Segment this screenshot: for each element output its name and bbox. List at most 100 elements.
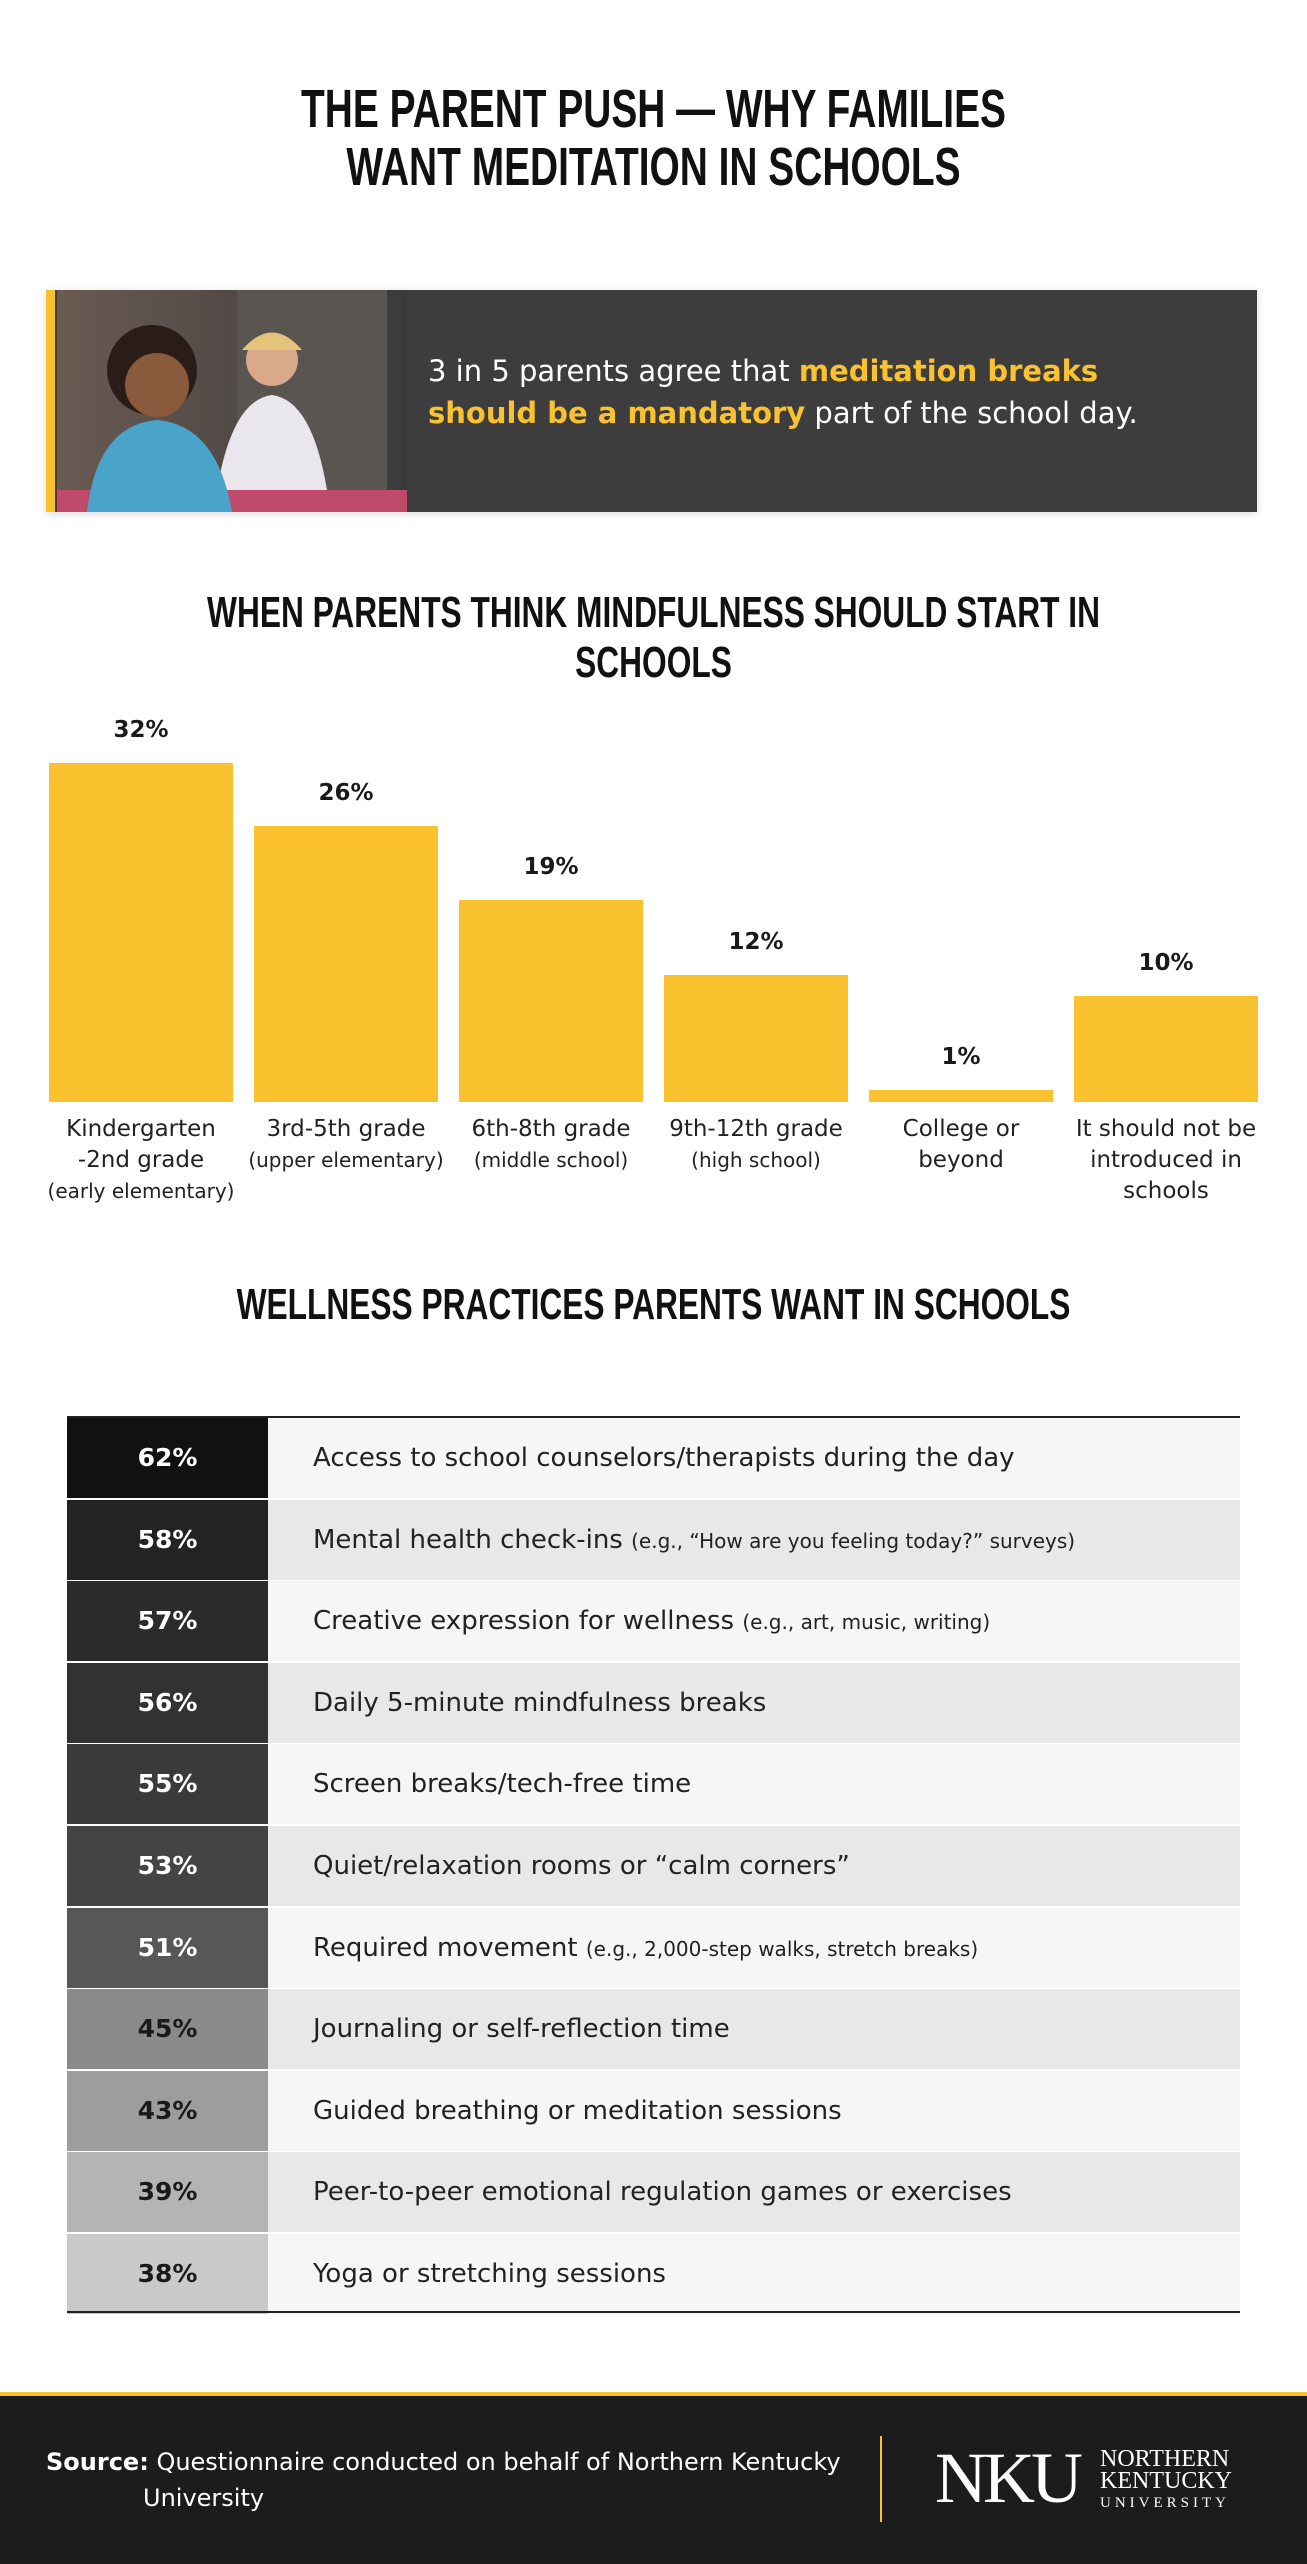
value-label: 12% [728, 928, 784, 955]
bar [459, 900, 643, 1102]
source-text: Questionnaire conducted on behalf of Nor… [143, 2448, 841, 2512]
practice-note: (e.g., art, music, writing) [742, 1610, 991, 1635]
practice: Guided breathing or meditation sessions [313, 2095, 842, 2126]
callout: 3 in 5 parents agree that meditation bre… [46, 290, 1257, 512]
category: 9th-12th grade [669, 1116, 843, 1142]
practice-cell: Guided breathing or meditation sessions [313, 2071, 842, 2151]
table: 62% Access to school counselors/therapist… [67, 1418, 1240, 2316]
table-row: 57% Creative expression for wellness (e.g… [67, 1581, 1240, 1664]
practice-cell: Access to school counselors/therapists d… [313, 1418, 1015, 1498]
category-note: (middle school) [473, 1148, 629, 1172]
percent-cell: 58% [67, 1499, 268, 1582]
x-tick-label: Kindergarten -2nd grade (early elementary… [39, 1114, 243, 1206]
practice: Access to school counselors/therapists d… [313, 1443, 1015, 1473]
bar [49, 762, 233, 1102]
percent-cell: 38% [67, 2234, 268, 2316]
percent-cell: 51% [67, 1907, 268, 1990]
category: College or beyond [902, 1116, 1020, 1173]
practice: Peer-to-peer emotional regulation games … [313, 2177, 1012, 2208]
divider [880, 2436, 882, 2522]
table-row: 43% Guided breathing or meditation sessio… [67, 2070, 1240, 2153]
bar [254, 826, 438, 1102]
value-label: 10% [1138, 949, 1194, 976]
category: 3rd-5th grade [266, 1116, 426, 1142]
table-row: 62% Access to school counselors/therapist… [67, 1418, 1240, 1500]
logo-line: UNIVERSITY [1100, 2495, 1230, 2511]
logo-mark: NKU [935, 2438, 1083, 2518]
practice-cell: Peer-to-peer emotional regulation games … [313, 2152, 1012, 2232]
table-row: 45% Journaling or self-reflection time [67, 1989, 1240, 2072]
practice: Required movement [313, 1932, 578, 1963]
category: It should not be introduced in schools [1075, 1116, 1257, 1204]
page-title: THE PARENT PUSH — WHY FAMILIES WANT MEDI… [183, 80, 1124, 196]
table-row: 55% Screen breaks/tech-free time [67, 1744, 1240, 1827]
category-note: (high school) [691, 1148, 821, 1172]
callout-part: part of the school day. [805, 396, 1138, 430]
table-rule [67, 1416, 1240, 1418]
practice-cell: Mental health check-ins (e.g., “How are … [313, 1500, 1075, 1580]
bar [664, 974, 848, 1102]
callout-text: 3 in 5 parents agree that meditation bre… [428, 350, 1208, 434]
practice-cell: Required movement (e.g., 2,000-step walk… [313, 1908, 978, 1988]
callout-part: 3 in 5 parents agree that [428, 354, 799, 388]
percent-cell: 56% [67, 1662, 268, 1745]
percent-cell: 45% [67, 1989, 268, 2072]
value-label: 26% [318, 780, 374, 807]
chart-title: WHEN PARENTS THINK MINDFULNESS SHOULD ST… [207, 588, 1100, 687]
value-label: 19% [523, 854, 579, 881]
practice: Daily 5-minute mindfulness breaks [313, 1687, 767, 1718]
practice-cell: Yoga or stretching sessions [313, 2234, 666, 2314]
practice: Journaling or self-reflection time [313, 2014, 730, 2045]
practice-cell: Screen breaks/tech-free time [313, 1744, 691, 1824]
percent-cell: 43% [67, 2070, 268, 2153]
callout-highlight: meditation breaks should be a mandatory [428, 354, 1099, 430]
table-row: 51% Required movement (e.g., 2,000-step w… [67, 1907, 1240, 1990]
percent-cell: 39% [67, 2152, 268, 2235]
practice: Quiet/relaxation rooms or “calm corners” [313, 1851, 850, 1881]
photo [57, 290, 407, 512]
category: Kindergarten -2nd grade [66, 1116, 216, 1173]
percent-cell: 57% [67, 1581, 268, 1664]
practice-cell: Daily 5-minute mindfulness breaks [313, 1663, 766, 1743]
practice-cell: Quiet/relaxation rooms or “calm corners” [313, 1826, 850, 1906]
logo-text: NORTHERN KENTUCKY UNIVERSITY [1100, 2446, 1232, 2514]
table-row: 38% Yoga or stretching sessions [67, 2234, 1240, 2316]
x-tick-label: It should not be introduced in schools [1064, 1114, 1268, 1207]
percent-cell: 62% [67, 1418, 268, 1500]
x-tick-label: 3rd-5th grade (upper elementary) [244, 1114, 448, 1175]
source: Source: Questionnaire conducted on behal… [46, 2444, 843, 2516]
table-row: 58% Mental health check-ins (e.g., “How a… [67, 1499, 1240, 1582]
value-label: 1% [941, 1044, 981, 1070]
source-label: Source: [46, 2448, 149, 2476]
practice-note: (e.g., 2,000-step walks, stretch breaks) [585, 1936, 979, 1961]
chart: 32% Kindergarten -2nd grade (early element… [0, 0, 1307, 1230]
bar [869, 1090, 1053, 1102]
table-rule [67, 2311, 1240, 2313]
table-title: WELLNESS PRACTICES PARENTS WANT IN SCHOO… [236, 1280, 1071, 1329]
percent-cell: 53% [67, 1826, 268, 1908]
bar [1074, 995, 1258, 1102]
x-tick-label: 6th-8th grade (middle school) [449, 1114, 653, 1175]
percent-cell: 55% [67, 1744, 268, 1827]
category-note: (upper elementary) [248, 1148, 444, 1172]
practice-cell: Creative expression for wellness (e.g., … [313, 1581, 990, 1661]
practice: Creative expression for wellness [313, 1606, 735, 1637]
practice-cell: Journaling or self-reflection time [313, 1989, 730, 2069]
practice: Yoga or stretching sessions [313, 2259, 666, 2289]
x-tick-label: College or beyond [859, 1114, 1063, 1176]
table-row: 56% Daily 5-minute mindfulness breaks [67, 1662, 1240, 1745]
x-tick-label: 9th-12th grade (high school) [654, 1114, 858, 1175]
logo-line: KENTUCKY [1100, 2468, 1232, 2494]
title-text: THE PARENT PUSH — WHY FAMILIES WANT MEDI… [301, 79, 1006, 197]
value-label: 32% [113, 716, 169, 743]
table-row: 39% Peer-to-peer emotional regulation gam… [67, 2152, 1240, 2235]
category-note: (early elementary) [47, 1179, 235, 1203]
practice: Screen breaks/tech-free time [313, 1769, 692, 1800]
logo-line: NORTHERN [1100, 2446, 1230, 2472]
practice-note: (e.g., “How are you feeling today?” surv… [631, 1528, 1076, 1553]
table-row: 53% Quiet/relaxation rooms or “calm corne… [67, 1826, 1240, 1908]
practice: Mental health check-ins [313, 1524, 623, 1555]
category: 6th-8th grade [471, 1116, 631, 1142]
accent-bar [46, 290, 55, 512]
